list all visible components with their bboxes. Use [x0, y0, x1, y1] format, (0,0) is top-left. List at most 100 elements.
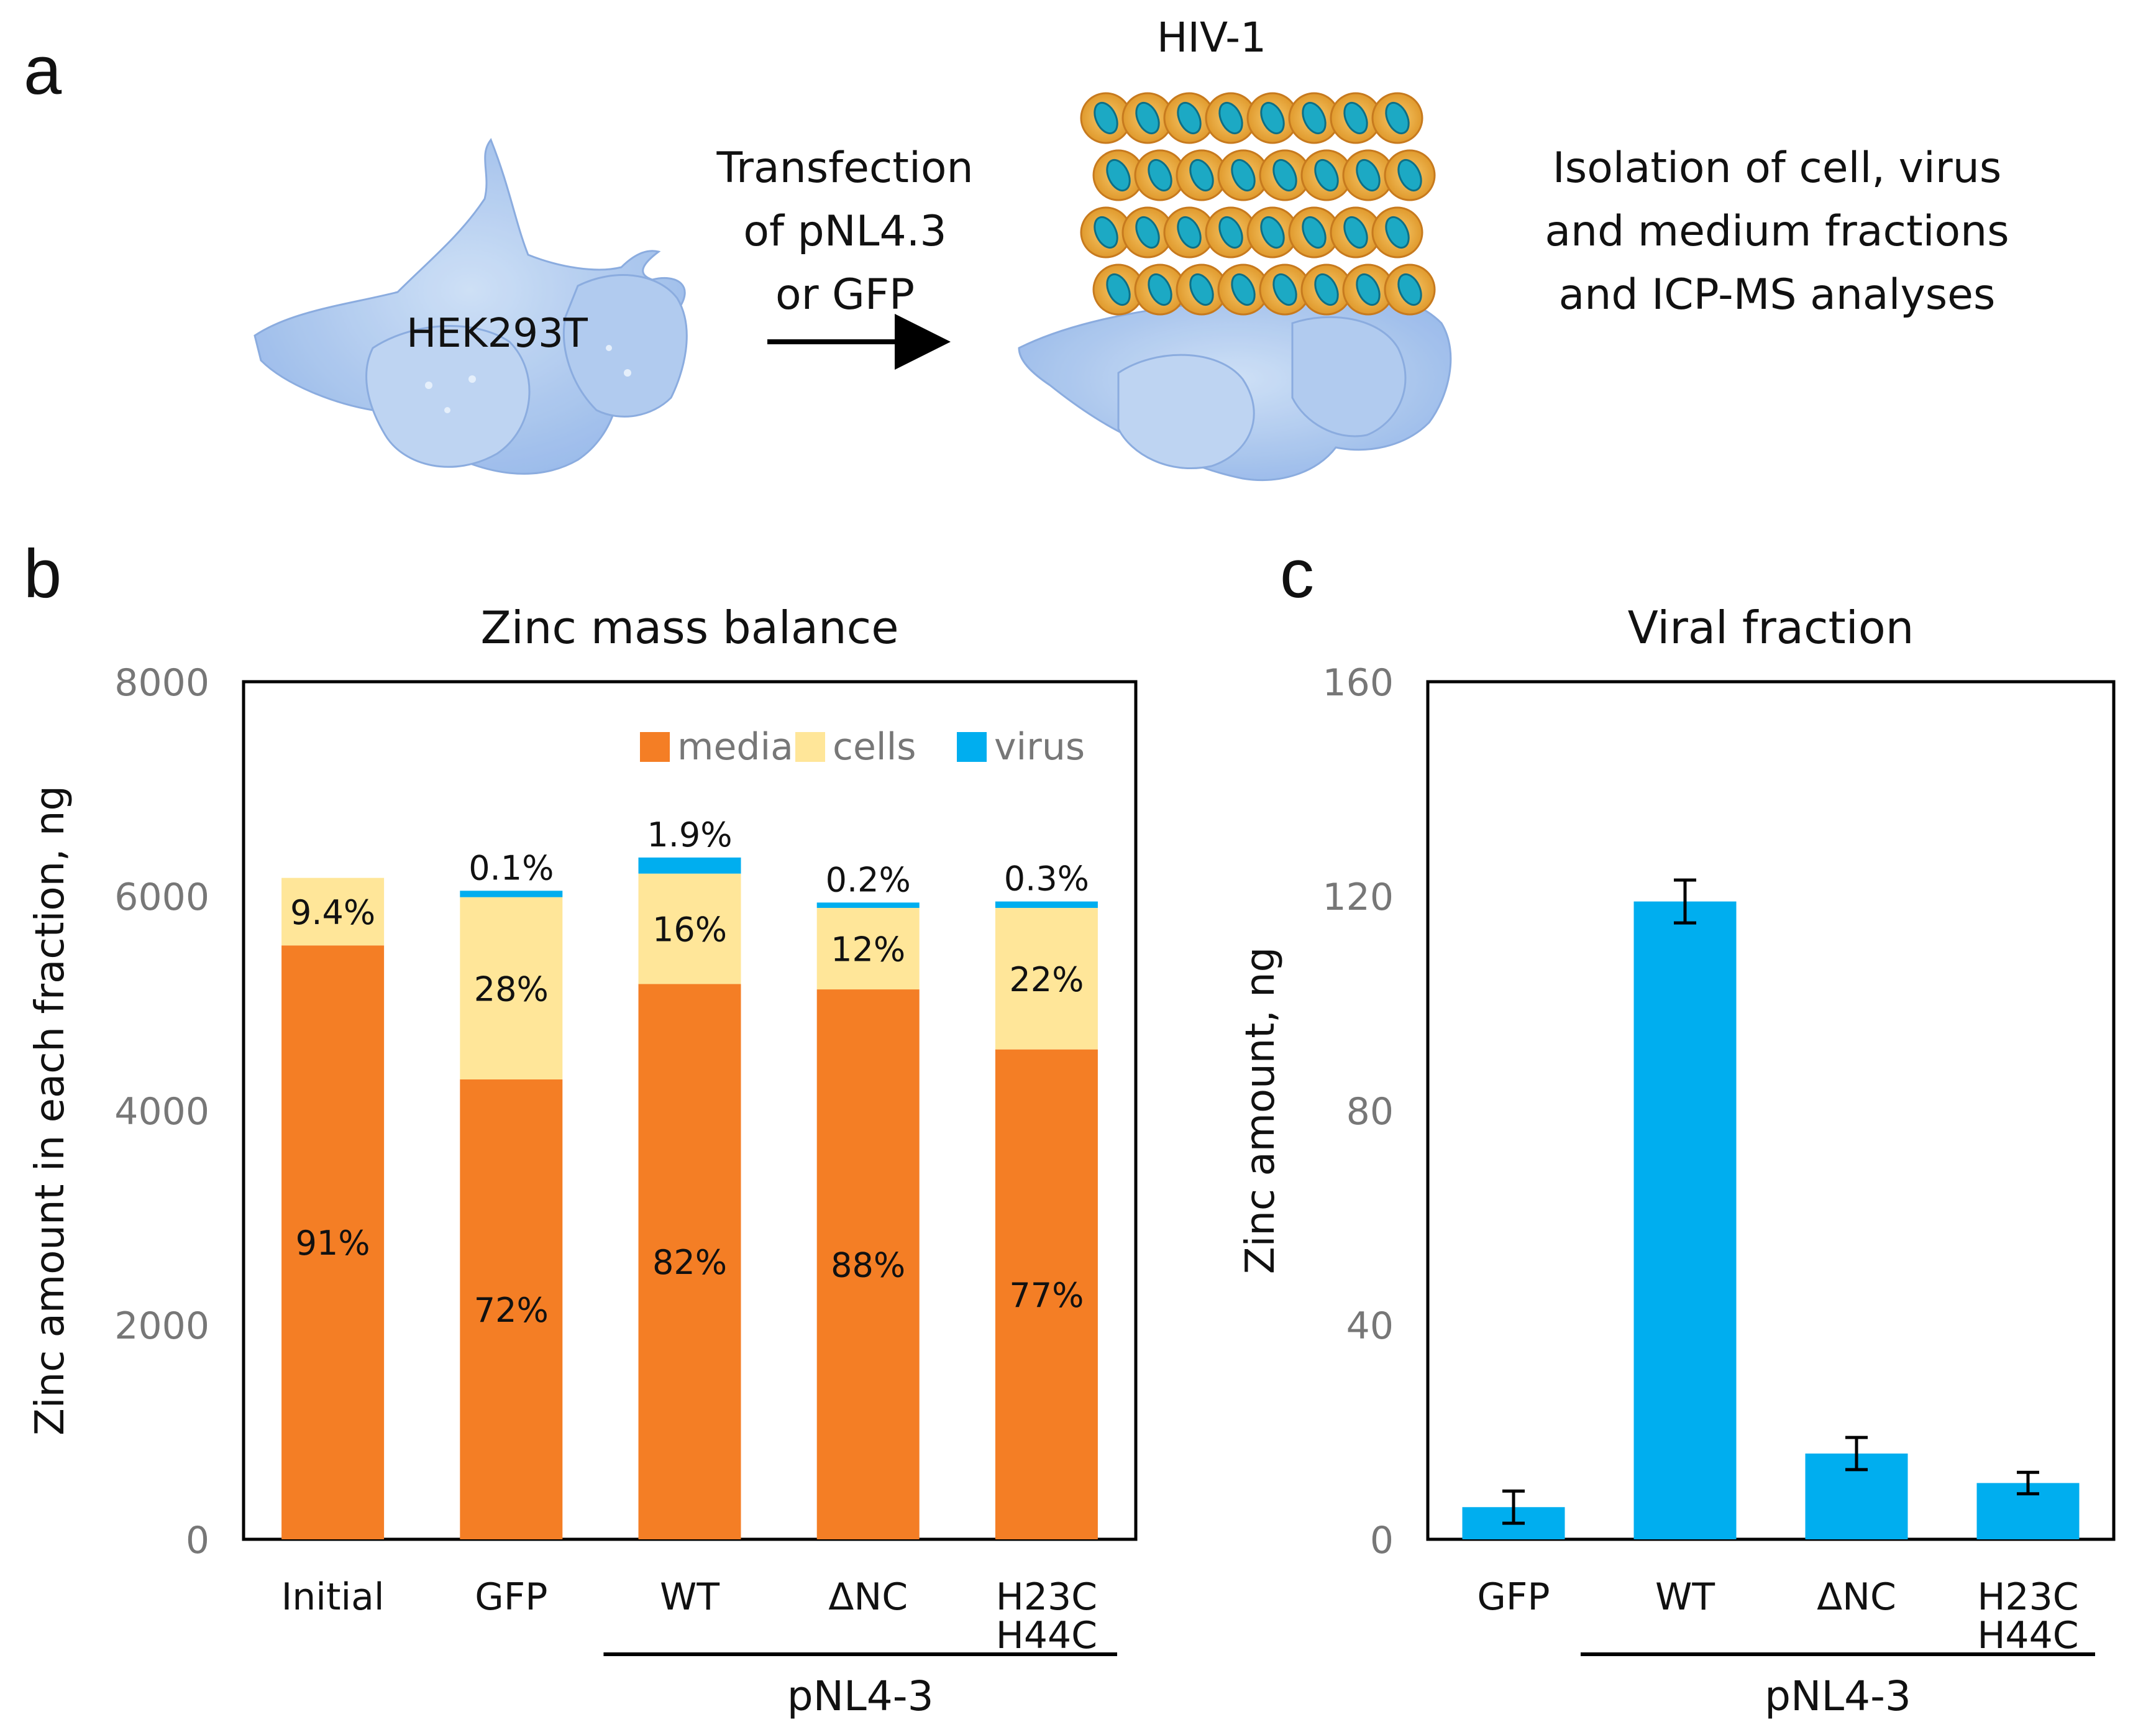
cell-label: HEK293T — [406, 311, 588, 357]
y-tick-label: 0 — [1370, 1519, 1394, 1562]
legend-swatch-media — [640, 732, 670, 762]
data-label-virus: 0.2% — [826, 860, 911, 899]
virus-capsid — [1302, 101, 1327, 135]
virus-capsid — [1177, 101, 1202, 135]
y-tick-label: 80 — [1346, 1090, 1394, 1133]
bar-cells — [460, 897, 563, 1079]
x-tick-label: H23C H44C — [996, 1575, 1097, 1657]
panel-letter-a: a — [24, 32, 62, 109]
transfection-line-1: Transfection — [716, 144, 974, 193]
virus-capsid — [1094, 216, 1118, 249]
cell-cluster-left — [254, 138, 688, 475]
group-label: pNL4-3 — [787, 1672, 934, 1720]
data-label-media: 77% — [1009, 1276, 1084, 1315]
virus-capsid — [1397, 273, 1422, 306]
cell-cluster-right — [1018, 295, 1452, 481]
virus-capsid — [1135, 101, 1160, 135]
data-label-cells: 16% — [652, 910, 727, 950]
virus-capsid — [1260, 216, 1285, 249]
bar-cells — [638, 873, 741, 984]
data-label-virus: 0.3% — [1004, 859, 1089, 899]
y-tick-label: 4000 — [114, 1090, 209, 1133]
x-tick-label: ΔNC — [1817, 1575, 1896, 1619]
y-axis-label: Zinc amount, ng — [1238, 947, 1284, 1275]
data-label-cells: 22% — [1009, 960, 1084, 999]
transfection-line-2: of pNL4.3 — [743, 207, 947, 256]
y-tick-label: 160 — [1322, 661, 1394, 705]
transfection-line-3: or GFP — [775, 270, 915, 319]
data-label-media: 72% — [474, 1291, 549, 1330]
bar-cells — [281, 877, 385, 946]
x-tick-label: GFP — [475, 1575, 547, 1619]
virus-capsid — [1356, 158, 1381, 192]
virus-capsid — [1272, 158, 1297, 192]
data-label-cells: 28% — [474, 969, 549, 1009]
x-tick-label: Initial — [281, 1575, 385, 1619]
bar-virus — [995, 901, 1098, 908]
x-tick-label: WT — [1655, 1575, 1715, 1619]
data-label-cells: 12% — [831, 930, 905, 969]
data-label-media: 82% — [652, 1243, 727, 1282]
x-tick-label: ΔNC — [828, 1575, 908, 1619]
bar-media — [638, 984, 741, 1539]
data-label-virus: 1.9% — [647, 815, 732, 854]
isolation-step-label: Isolation of cell, virus and medium frac… — [1479, 137, 2075, 327]
virus-capsid — [1231, 273, 1256, 306]
y-tick-label: 120 — [1322, 876, 1394, 919]
legend-label-virus: virus — [994, 725, 1085, 769]
virus-capsid — [1218, 101, 1243, 135]
legend-label-media: media — [677, 725, 793, 769]
schematic-artwork — [254, 92, 1452, 481]
virus-label: HIV-1 — [1156, 14, 1267, 62]
x-tick-label: WT — [660, 1575, 719, 1619]
virus-capsid — [1135, 216, 1160, 249]
virus-capsid — [1385, 216, 1410, 249]
data-label-media: 88% — [831, 1246, 905, 1285]
panel-letter-c: c — [1280, 536, 1314, 612]
chart-title: Viral fraction — [1628, 602, 1914, 654]
data-label-virus: 0.1% — [468, 848, 554, 887]
virus-capsid — [1148, 273, 1172, 306]
data-label-media: 91% — [296, 1224, 370, 1263]
y-tick-label: 8000 — [114, 661, 209, 705]
bar-media — [281, 945, 385, 1539]
virus-capsid — [1272, 273, 1297, 306]
virus-capsid — [1343, 101, 1368, 135]
isolation-line-3: and ICP-MS analyses — [1558, 270, 1996, 319]
virus-particle-field — [1080, 92, 1436, 316]
virus-capsid — [1106, 273, 1131, 306]
x-tick-label: H23C H44C — [1977, 1575, 2078, 1657]
isolation-line-2: and medium fractions — [1545, 207, 2009, 256]
bar-cells — [816, 907, 920, 990]
virus-capsid — [1148, 158, 1172, 192]
isolation-line-1: Isolation of cell, virus — [1552, 144, 2002, 193]
data-label-cells: 9.4% — [290, 893, 375, 932]
virus-capsid — [1177, 216, 1202, 249]
legend-swatch-cells — [795, 732, 825, 762]
bar-media — [460, 1079, 563, 1539]
virus-capsid — [1189, 273, 1214, 306]
virus-capsid — [1356, 273, 1381, 306]
virus-capsid — [1106, 158, 1131, 192]
y-axis-label: Zinc amount in each fraction, ng — [27, 785, 73, 1436]
bar-media — [995, 1049, 1098, 1539]
y-tick-label: 0 — [186, 1519, 209, 1562]
virus-capsid — [1094, 101, 1118, 135]
transfection-step-label: Transfection of pNL4.3 or GFP — [671, 137, 1019, 327]
plot-frame — [1426, 680, 2116, 1541]
virus-capsid — [1343, 216, 1368, 249]
y-tick-label: 6000 — [114, 876, 209, 919]
y-tick-label: 2000 — [114, 1304, 209, 1348]
group-label: pNL4-3 — [1765, 1672, 1911, 1720]
virus-capsid — [1314, 273, 1339, 306]
virus-capsid — [1189, 158, 1214, 192]
virus-capsid — [1231, 158, 1256, 192]
panel-letter-b: b — [24, 536, 62, 612]
bar-virus — [816, 902, 920, 908]
bar-virus — [1633, 901, 1737, 1539]
transfection-arrow — [767, 314, 951, 370]
virus-capsid — [1397, 158, 1422, 192]
chart-title: Zinc mass balance — [480, 602, 898, 654]
legend-label-cells: cells — [833, 725, 916, 769]
